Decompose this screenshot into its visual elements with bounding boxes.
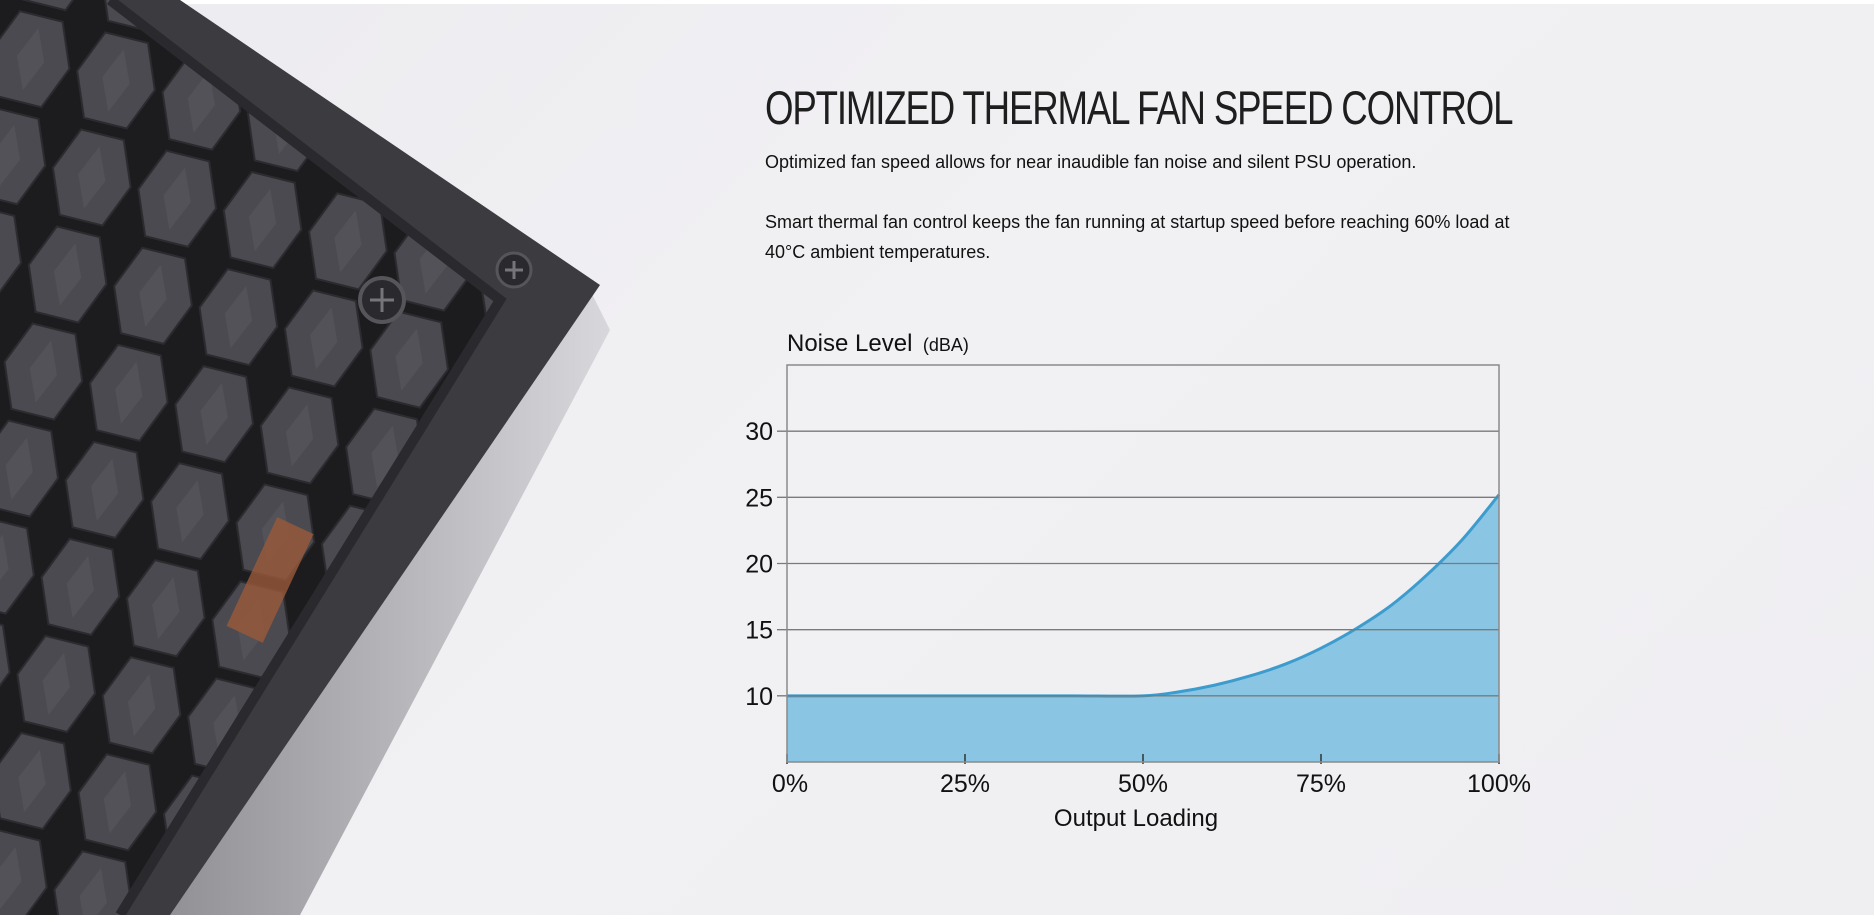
paragraph-fan-speed: Optimized fan speed allows for near inau…: [765, 152, 1417, 172]
y-axis-label-main: Noise Level: [787, 330, 912, 357]
plot-layer: 10 15 20 25 30 0% 25% 50% 75% 100%: [745, 364, 1531, 798]
y-tick-label: 30: [745, 418, 773, 446]
y-tick-label: 15: [745, 617, 773, 645]
psu-product-image: [0, 0, 610, 915]
x-tick-label: 0%: [772, 770, 808, 798]
x-tick-label: 50%: [1118, 770, 1168, 798]
noise-area-fill: [787, 494, 1499, 762]
y-tick-label: 25: [745, 484, 773, 512]
x-tick-label: 75%: [1296, 770, 1346, 798]
y-tick-label: 10: [745, 683, 773, 711]
x-axis-label: Output Loading: [1054, 805, 1218, 832]
y-axis-label-unit: (dBA): [923, 335, 969, 355]
y-axis-label: Noise Level (dBA): [787, 330, 969, 357]
top-strip: [0, 0, 1874, 4]
x-tick-label: 100%: [1467, 770, 1531, 798]
plot-frame: [786, 364, 1500, 763]
x-tick-label: 25%: [940, 770, 990, 798]
section-heading: OPTIMIZED THERMAL FAN SPEED CONTROL: [765, 81, 1514, 134]
noise-curve-line: [787, 493, 1501, 698]
y-tick-label: 20: [745, 551, 773, 579]
paragraph-thermal-control: Smart thermal fan control keeps the fan …: [765, 212, 1510, 262]
